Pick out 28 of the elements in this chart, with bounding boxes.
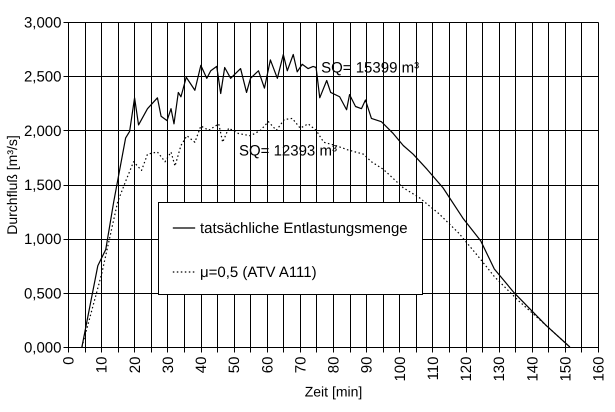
x-tick-label: 50 [226, 356, 244, 374]
x-tick-label: 160 [590, 356, 608, 382]
x-axis-title: Zeit [min] [304, 384, 362, 400]
x-tick-label: 150 [557, 356, 574, 382]
x-tick-label: 120 [458, 356, 475, 382]
x-tick-label: 0 [60, 356, 78, 365]
x-tick-label: 100 [392, 356, 409, 382]
legend-label: tatsächliche Entlastungsmenge [200, 220, 408, 237]
y-axis-title: Durchfluß [m³/s] [4, 135, 20, 235]
x-tick-label: 10 [94, 356, 111, 374]
x-tick-label: 70 [292, 356, 310, 374]
y-tick-label: 2,500 [24, 68, 62, 86]
y-tick-label: 2,000 [24, 122, 62, 140]
y-tick-label: 0,500 [24, 285, 62, 302]
x-tick-label: 40 [193, 356, 210, 374]
x-tick-label: 60 [259, 356, 276, 374]
y-tick-label: 3,000 [24, 14, 62, 32]
legend-label: μ=0,5 (ATV A111) [200, 264, 317, 281]
x-tick-label: 140 [524, 356, 542, 382]
x-tick-label: 30 [160, 356, 177, 374]
y-tick-label: 1,500 [24, 177, 62, 194]
y-tick-label: 1,000 [24, 231, 62, 248]
x-tick-label: 80 [326, 356, 342, 374]
x-tick-label: 110 [424, 356, 442, 380]
x-tick-label: 20 [126, 356, 144, 374]
x-tick-label: 130 [491, 356, 508, 382]
y-tick-label: 0,000 [24, 340, 62, 356]
x-tick-label: 90 [358, 356, 376, 374]
